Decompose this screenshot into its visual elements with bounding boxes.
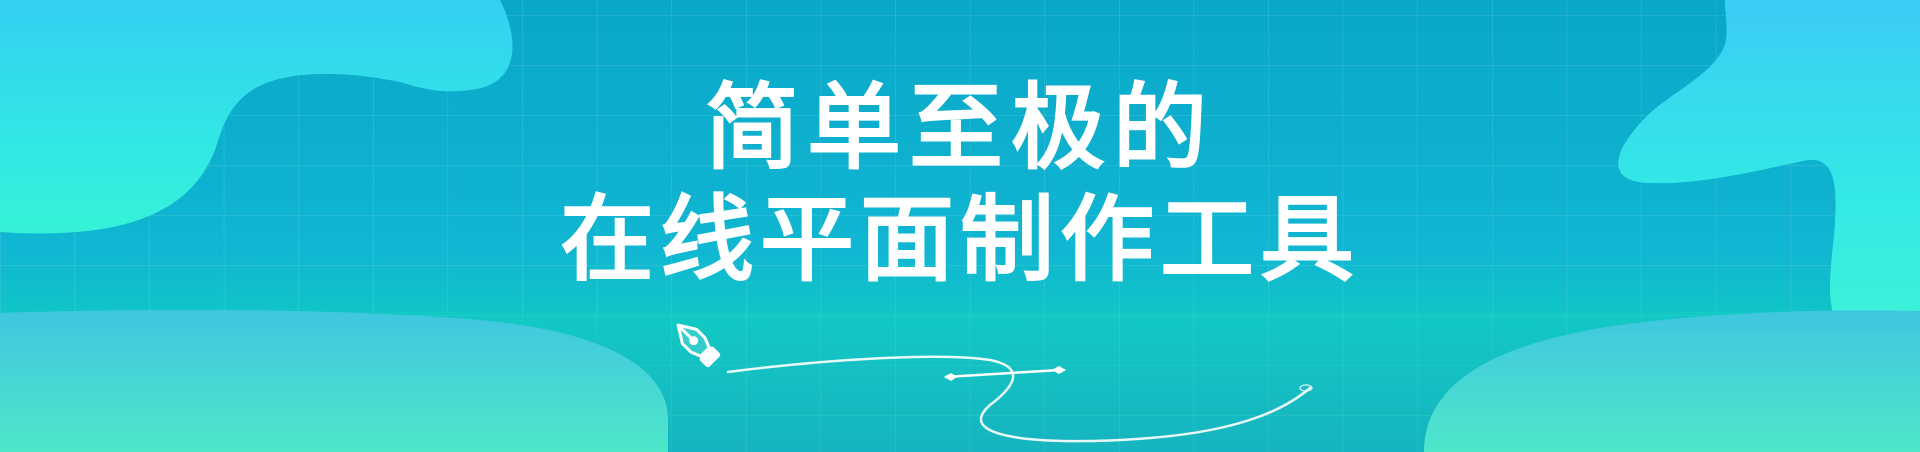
bottom-right-blob	[1424, 310, 1920, 452]
top-left-blob	[0, 0, 513, 234]
headline-line-2: 在线平面制作工具	[559, 186, 1360, 295]
bottom-left-blob	[0, 309, 668, 452]
right-blob	[1618, 0, 1920, 353]
headline-line-1: 简单至极的	[704, 74, 1215, 183]
curved-line-stroke	[726, 355, 1312, 443]
pen-nib-icon	[676, 323, 721, 368]
